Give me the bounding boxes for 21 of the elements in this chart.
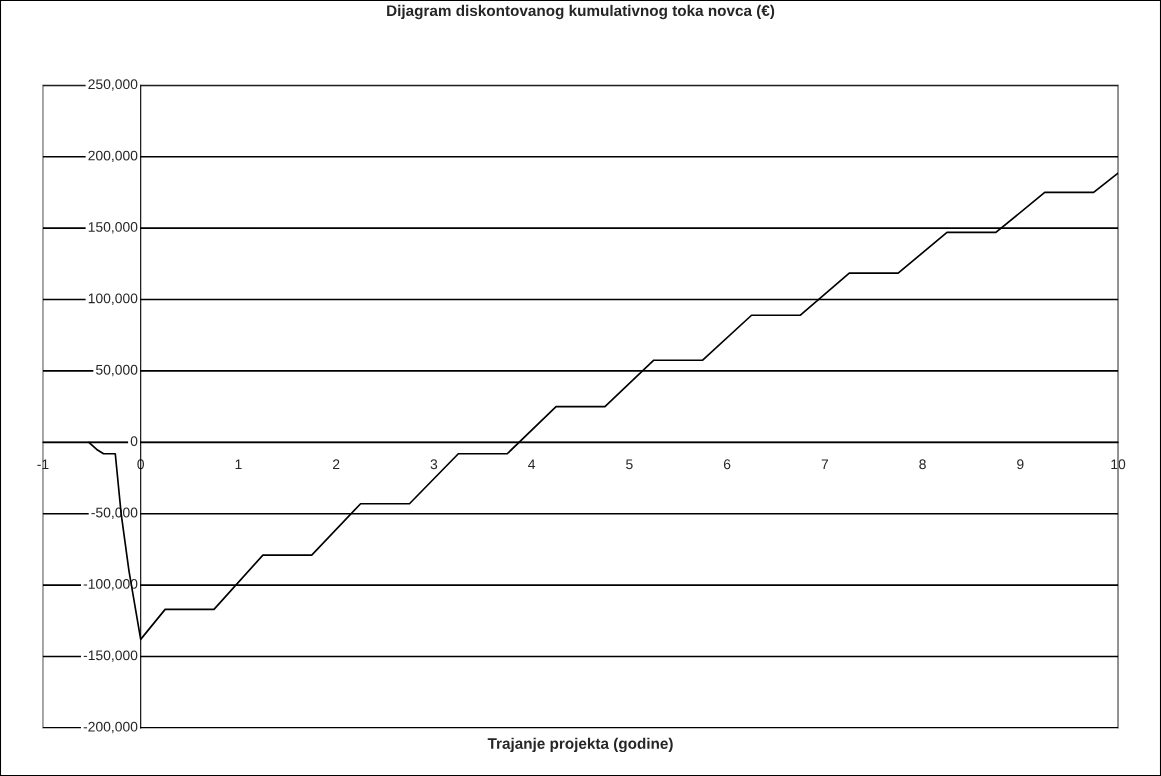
y-tick-label: 50,000 <box>95 364 138 377</box>
chart-title: Dijagram diskontovanog kumulativnog toka novca (€) <box>387 4 775 20</box>
x-tick-label: 6 <box>723 459 731 470</box>
y-tick-label: 200,000 <box>88 150 138 163</box>
x-tick-label: 2 <box>333 459 340 470</box>
y-tick-label: -200,000 <box>83 721 138 734</box>
x-tick-label: 3 <box>430 459 438 470</box>
x-tick-label: 7 <box>821 459 828 470</box>
x-tick-label: 8 <box>919 459 926 470</box>
x-tick-label: 4 <box>528 459 536 470</box>
y-tick-label: 250,000 <box>88 79 138 91</box>
x-tick-label: 10 <box>1111 459 1126 470</box>
x-tick-label: 1 <box>235 459 242 470</box>
x-tick-label: 5 <box>626 459 633 470</box>
x-tick-label: -1 <box>37 459 49 470</box>
y-tick-label: 0 <box>130 436 138 447</box>
y-tick-label: -150,000 <box>83 650 138 662</box>
x-tick-label: 9 <box>1017 459 1024 470</box>
y-tick-label: 100,000 <box>88 293 138 305</box>
x-axis-title: Trajanje projekta (godine) <box>487 737 673 753</box>
y-tick-label: 150,000 <box>88 222 138 234</box>
